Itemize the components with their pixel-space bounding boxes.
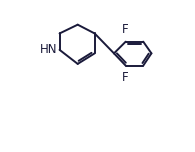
Text: F: F [122,23,129,36]
Text: F: F [122,71,129,84]
Text: HN: HN [40,43,57,56]
